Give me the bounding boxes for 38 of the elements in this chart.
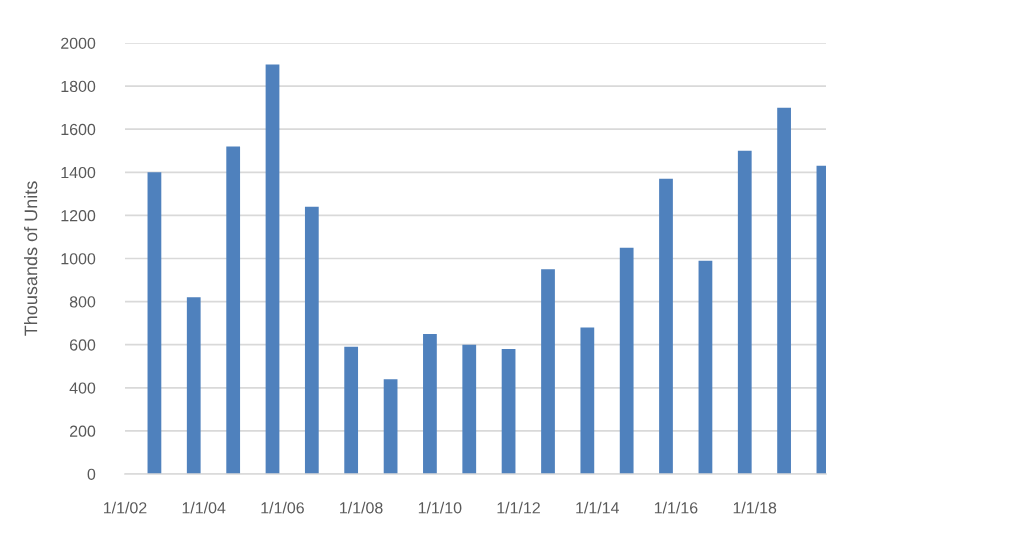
x-tick-label: 1/1/04 (182, 501, 226, 514)
x-tick-label: 1/1/08 (340, 501, 383, 514)
bar (186, 297, 201, 474)
x-tick-label: 1/1/12 (497, 501, 540, 514)
bar (580, 327, 595, 474)
x-tick-label: 1/1/16 (654, 501, 698, 514)
x-tick-label: 1/1/10 (418, 501, 462, 514)
y-tick-label: 400 (69, 382, 96, 394)
y-axis-title: Thousands of Units (24, 181, 38, 336)
bar (777, 107, 791, 474)
y-tick-label: 1200 (61, 210, 96, 222)
bar (659, 178, 673, 474)
bar (383, 379, 398, 474)
bar (304, 206, 319, 474)
x-tick-label: 1/1/14 (576, 501, 619, 514)
bar (226, 146, 241, 474)
x-tick-label: 1/1/18 (733, 501, 777, 514)
y-tick-label: 1000 (61, 253, 96, 265)
bar (737, 150, 752, 474)
x-tick-label: 1/1/06 (261, 501, 304, 514)
x-tick-label: 1/1/02 (104, 501, 147, 514)
y-tick-label: 0 (87, 468, 96, 480)
bar (619, 247, 634, 474)
y-tick-label: 600 (70, 339, 96, 351)
bar (698, 260, 713, 474)
y-tick-label: 1800 (61, 80, 96, 93)
bar (501, 349, 516, 474)
bar (265, 64, 280, 474)
bar (423, 333, 437, 474)
y-tick-label: 1600 (61, 123, 96, 136)
bar (462, 344, 477, 474)
bar (147, 172, 162, 474)
y-tick-label: 1400 (61, 166, 96, 179)
bar (344, 346, 359, 474)
y-tick-label: 2000 (61, 37, 96, 49)
y-tick-label: 800 (69, 296, 96, 308)
bar (541, 269, 555, 474)
y-tick-label: 200 (69, 425, 96, 437)
